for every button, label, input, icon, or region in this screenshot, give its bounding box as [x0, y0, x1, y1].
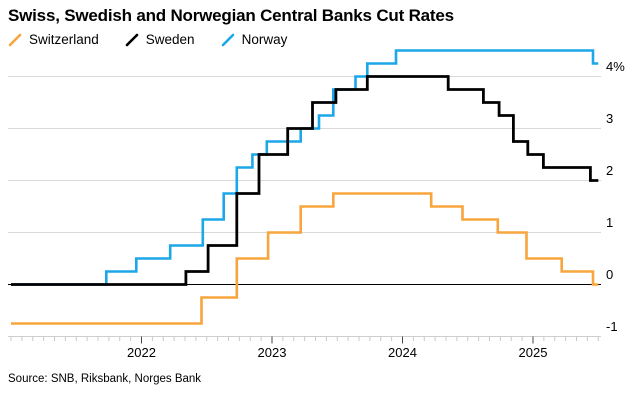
y-tick-label: 0: [606, 267, 613, 282]
y-tick-label: 3: [606, 111, 613, 126]
x-tick-label-2024: 2024: [388, 345, 417, 360]
series-line-norway: [11, 49, 599, 286]
legend-label-sweden: Sweden: [145, 32, 195, 47]
x-tick-label-2025: 2025: [519, 345, 548, 360]
chart-title: Swiss, Swedish and Norwegian Central Ban…: [8, 6, 454, 25]
legend-swatch: [125, 33, 139, 46]
legend-label-norway: Norway: [241, 32, 288, 47]
legend-item-norway: Norway: [221, 32, 288, 47]
y-tick-label: 4%: [606, 59, 625, 74]
y-tick-label: 2: [606, 163, 613, 178]
series-line-switzerland: [11, 192, 599, 325]
legend-label-switzerland: Switzerland: [29, 32, 99, 47]
x-tick-label-2023: 2023: [258, 345, 287, 360]
legend-swatch: [221, 33, 234, 46]
chart-legend: Switzerland Sweden Norway: [8, 32, 287, 47]
legend-item-sweden: Sweden: [125, 32, 195, 47]
source-note: Source: SNB, Riksbank, Norges Bank: [8, 373, 202, 385]
y-tick-label: -1: [606, 319, 618, 334]
legend-swatch: [8, 33, 22, 46]
y-tick-label: 1: [606, 215, 613, 230]
x-tick-label-2022: 2022: [127, 345, 156, 360]
legend-item-switzerland: Switzerland: [8, 32, 99, 47]
series-line-sweden: [11, 75, 599, 286]
